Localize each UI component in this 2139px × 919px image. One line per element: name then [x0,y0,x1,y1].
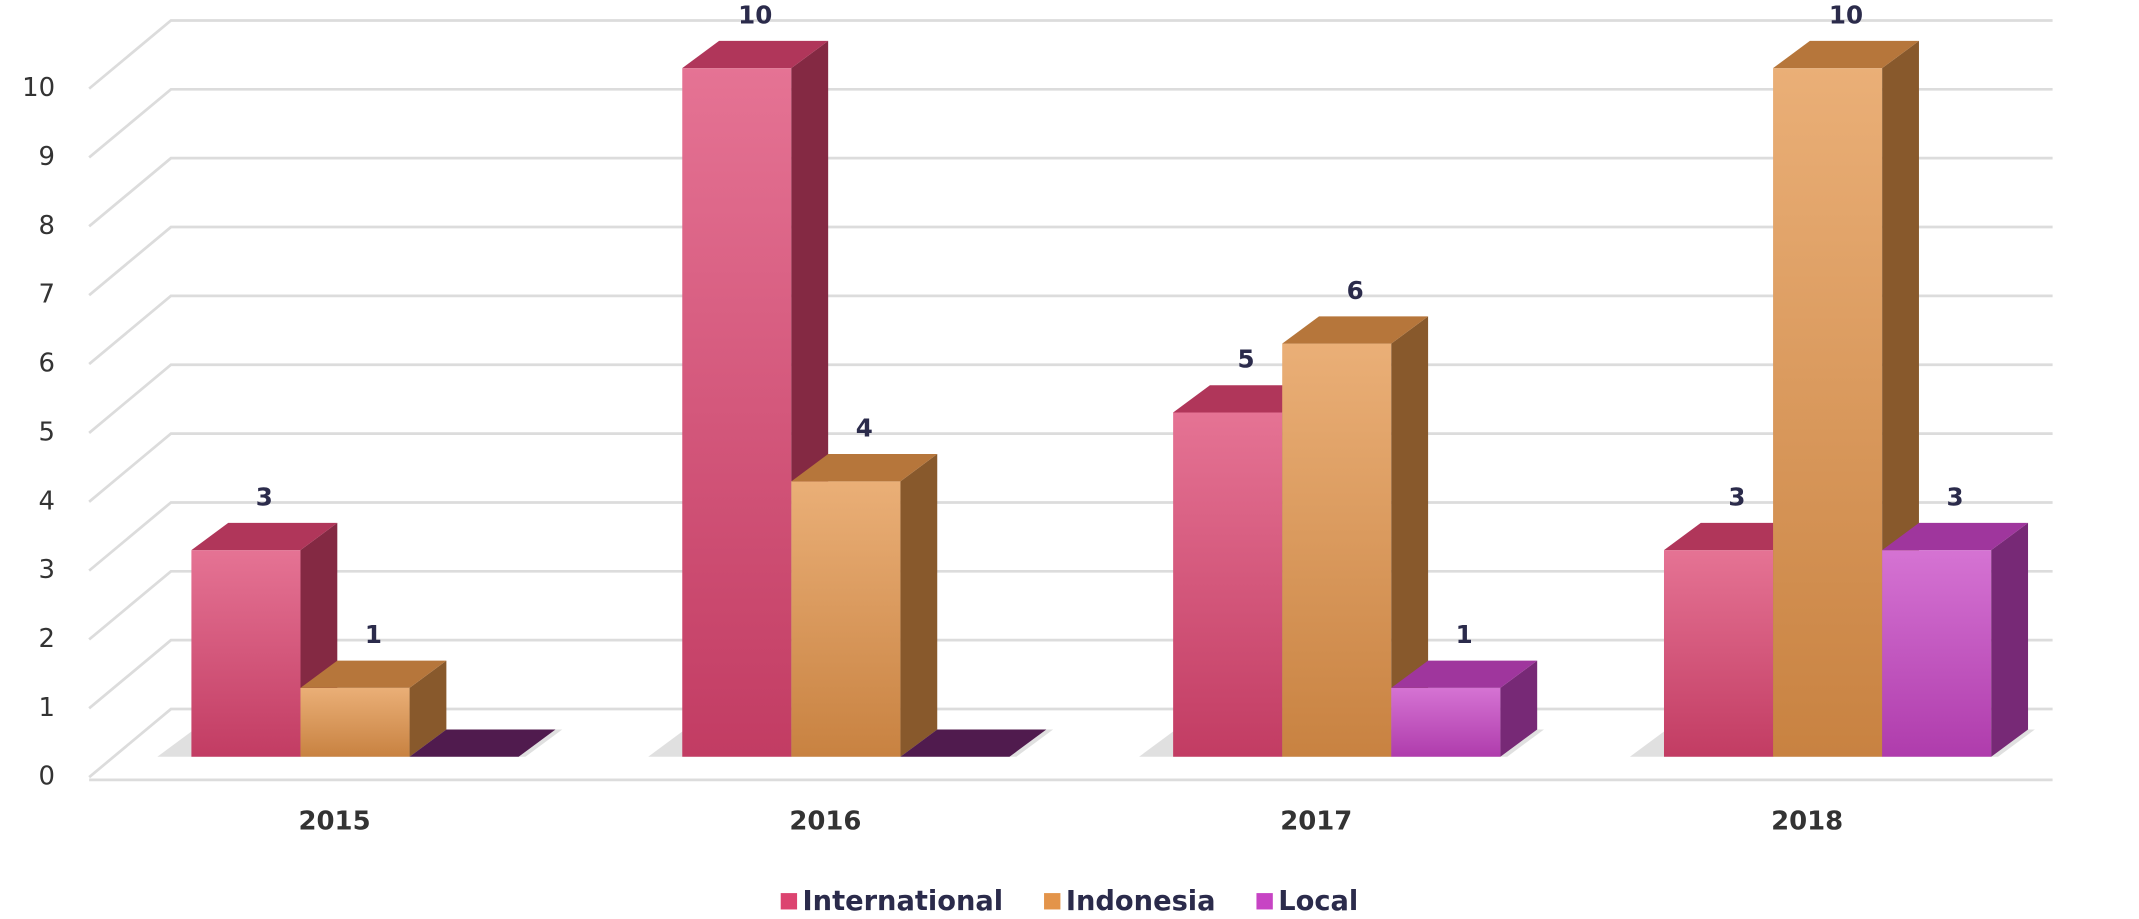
bar [300,660,447,757]
bar-front [1882,550,1992,757]
bar [1282,316,1429,757]
bar [900,729,1047,757]
x-tick-label: 2016 [789,807,861,837]
y-tick-label: 9 [39,142,55,172]
y-tick-label: 8 [39,211,55,241]
bar-side [900,454,938,757]
grid-line [88,363,2053,434]
legend-swatch [780,893,798,910]
bar-top [1391,660,1538,688]
bar-top [682,40,829,69]
data-label: 3 [256,482,273,511]
bar-front [300,687,410,757]
y-tick-label: 7 [39,280,55,310]
y-tick-label: 2 [39,624,55,654]
bar-front [1663,550,1774,757]
bar-side [1991,522,2029,757]
bar [409,729,556,757]
bar-front [1173,412,1283,757]
bar-side [1500,660,1538,757]
grid-line [88,19,2053,90]
legend-label: Indonesia [1066,886,1216,917]
bar-top [300,660,447,688]
bar [1391,660,1538,757]
bar-side [1391,316,1429,757]
bar-top [1282,316,1429,344]
bar-top [1773,40,1919,69]
data-label: 6 [1347,276,1364,305]
grid-line [88,87,2053,159]
y-tick-label: 4 [39,486,55,516]
bar-front [682,68,792,757]
bar-top [409,729,556,757]
bar [791,454,938,757]
grid-line [88,294,2053,366]
bar-top [791,454,938,482]
bar-top [191,522,338,551]
data-label: 1 [365,620,382,649]
bar-side [409,660,447,757]
bar-front [191,550,301,757]
y-tick-label: 3 [39,555,55,585]
data-label: 4 [856,414,873,443]
bar-top [900,729,1047,757]
legend: International Indonesia Local [780,886,1358,917]
grid-line [88,156,2053,228]
x-tick-label: 2018 [1771,807,1843,837]
bar-front [1773,68,1883,757]
bar [1882,522,2029,757]
data-label: 1 [1456,620,1473,649]
y-tick-label: 5 [39,417,55,447]
data-label: 5 [1238,345,1255,374]
bar-front [1282,343,1392,757]
y-tick-label: 6 [39,349,55,379]
data-label: 10 [738,0,772,29]
legend-swatch [1044,893,1061,910]
data-label: 3 [1947,482,1964,511]
legend-label: Local [1278,886,1358,917]
bar-front [791,481,901,757]
legend-swatch [1256,893,1273,910]
y-tick-label: 0 [39,762,55,792]
data-label: 3 [1728,482,1745,511]
grid-line [88,225,2053,297]
x-tick-label: 2017 [1280,807,1352,837]
bar-front [1391,687,1501,757]
x-tick-label: 2015 [299,807,371,837]
grid-line [88,432,2053,503]
data-label: 10 [1829,0,1863,29]
legend-label: International [803,886,1004,917]
y-tick-label: 10 [22,73,55,103]
y-tick-label: 1 [39,693,55,723]
bar-top [1882,522,2029,551]
